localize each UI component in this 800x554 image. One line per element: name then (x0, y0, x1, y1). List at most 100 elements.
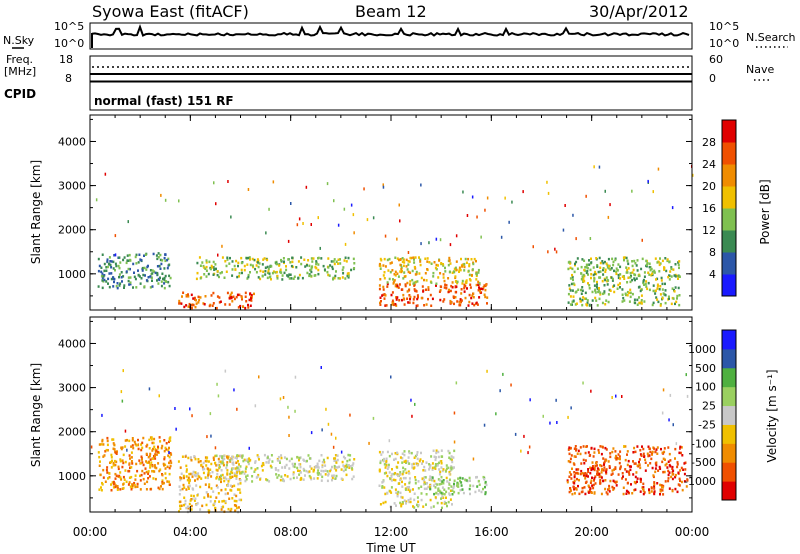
echo-cell (226, 461, 229, 464)
echo-cell (596, 265, 599, 268)
echo-cell (383, 457, 386, 461)
echo-cell (600, 452, 603, 456)
echo-cell (169, 276, 172, 280)
echo-cell (653, 487, 656, 490)
echo-cell (128, 253, 131, 257)
echo-cell (248, 256, 251, 259)
echo-cell (470, 273, 473, 277)
echo-cell (412, 298, 415, 301)
echo-cell (133, 481, 136, 485)
echo-cell (431, 476, 434, 479)
echo-cell (398, 283, 401, 286)
echo-cell (601, 301, 604, 305)
echo-cell (622, 492, 625, 496)
echo-cell (237, 460, 239, 463)
echo-cell (217, 253, 219, 257)
echo-cell (394, 256, 397, 259)
echo-cell (271, 271, 274, 275)
echo-cell (287, 275, 290, 278)
echo-cell (606, 263, 609, 267)
echo-cell (605, 459, 608, 462)
echo-cell (150, 438, 153, 441)
echo-cell (402, 466, 405, 470)
echo-cell (266, 258, 269, 262)
echo-cell (440, 491, 443, 495)
echo-cell (106, 258, 109, 261)
echo-cell (185, 468, 188, 471)
echo-cell (104, 172, 107, 176)
echo-cell (581, 486, 584, 490)
echo-cell (470, 296, 473, 300)
echo-cell (240, 472, 243, 475)
echo-cell (168, 483, 171, 486)
echo-cell (316, 471, 319, 475)
echo-cell (152, 477, 155, 480)
echo-cell (211, 470, 214, 474)
echo-cell (468, 278, 471, 281)
echo-cell (228, 303, 231, 306)
echo-cell (600, 464, 603, 468)
echo-cell (568, 284, 571, 287)
echo-cell (568, 471, 571, 474)
echo-cell (605, 262, 608, 265)
echo-cell (580, 292, 583, 295)
echo-cell (366, 218, 369, 222)
echo-cell (384, 294, 387, 297)
echo-cell (640, 299, 643, 302)
echo-cell (598, 297, 601, 301)
echo-cell (676, 297, 678, 300)
y-tick-label: 1000 (58, 470, 86, 483)
echo-cell (677, 261, 680, 264)
echo-cell (420, 492, 423, 495)
echo-cell (679, 451, 682, 455)
echo-cell (291, 260, 294, 264)
echo-cell (218, 463, 221, 467)
echo-cell (613, 284, 616, 287)
echo-cell (215, 475, 218, 479)
echo-cell (616, 287, 619, 290)
echo-cell (254, 267, 257, 271)
echo-cell (394, 452, 397, 455)
echo-cell (256, 475, 259, 478)
echo-cell (292, 473, 295, 476)
echo-cell (659, 257, 661, 260)
echo-cell (272, 180, 275, 184)
echo-cell (456, 300, 459, 303)
echo-cell (407, 488, 410, 491)
echo-cell (123, 284, 126, 287)
echo-cell (168, 284, 171, 288)
echo-cell (154, 466, 157, 469)
echo-cell (622, 275, 625, 278)
echo-cell (165, 442, 168, 445)
echo-cell (101, 253, 104, 256)
echo-cell (105, 280, 108, 283)
echo-cell (431, 297, 434, 301)
echo-cell (626, 481, 629, 485)
echo-cell (285, 457, 288, 461)
echo-cell (460, 300, 462, 304)
echo-cell (663, 447, 666, 450)
echo-cell (223, 454, 226, 458)
echo-cell (385, 304, 388, 307)
echo-cell (577, 449, 580, 453)
echo-cell (264, 269, 267, 273)
echo-cell (184, 502, 187, 506)
echo-cell (262, 462, 265, 465)
echo-cell (317, 473, 320, 476)
echo-cell (413, 258, 415, 261)
echo-cell (108, 476, 111, 479)
echo-cell (606, 283, 609, 286)
echo-cell (572, 278, 574, 282)
echo-cell (609, 452, 612, 455)
echo-cell (631, 492, 634, 495)
echo-cell (306, 459, 308, 463)
echo-cell (231, 497, 234, 500)
colorbar-tick-label: -1000 (684, 475, 716, 488)
echo-cell (183, 486, 186, 489)
echo-cell (343, 465, 346, 469)
echo-cell (109, 260, 112, 263)
echo-cell (344, 256, 347, 259)
echo-cell (380, 300, 382, 303)
echo-cell (353, 267, 356, 270)
echo-cell (169, 452, 172, 455)
